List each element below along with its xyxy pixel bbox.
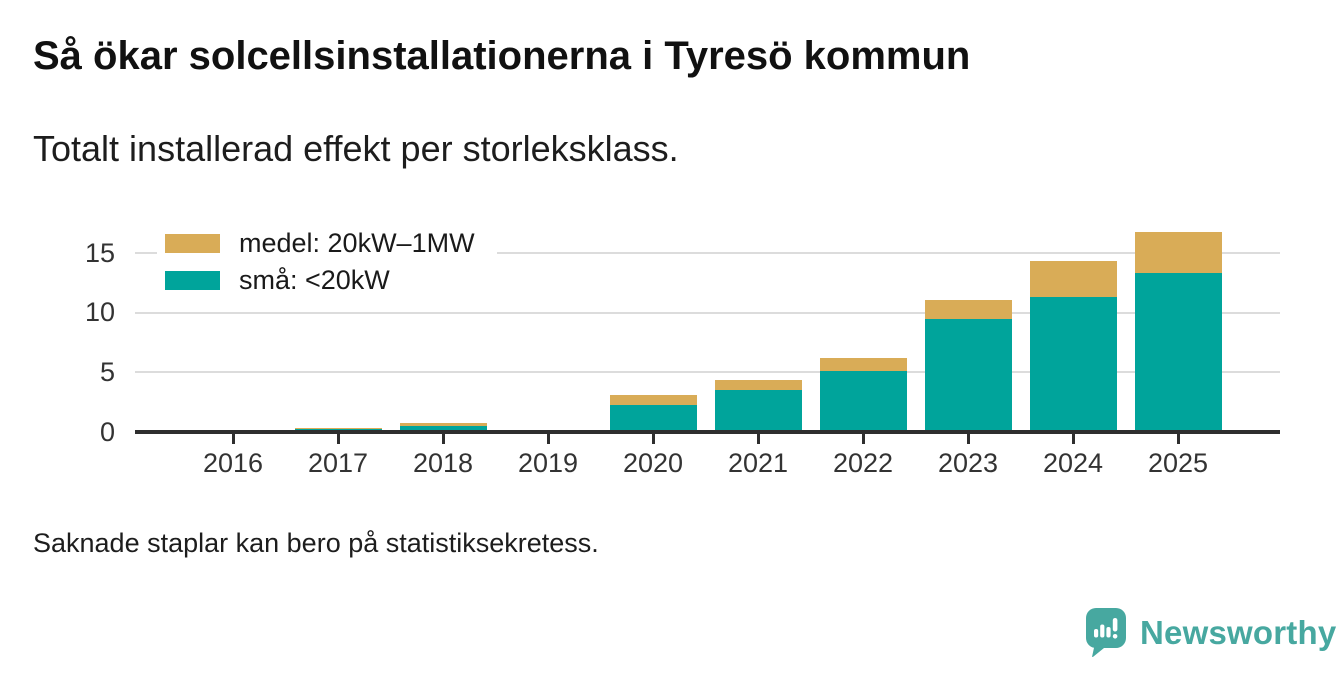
bar-2023-medel — [924, 299, 1012, 319]
x-tick-2017 — [336, 433, 340, 444]
x-tick-2016 — [231, 433, 235, 444]
bar-2020-sma — [609, 404, 697, 432]
gridline-y-5 — [135, 371, 1280, 374]
x-tick-2025 — [1176, 433, 1180, 444]
x-tick-label-2020: 2020 — [622, 448, 684, 478]
legend-item: små: <20kW — [165, 265, 475, 295]
newsworthy-logo-icon — [1086, 608, 1126, 657]
plot-area — [135, 215, 1280, 432]
bar-2022-medel — [819, 358, 907, 372]
x-tick-label-2016: 2016 — [202, 448, 264, 478]
chart-legend: medel: 20kW–1MW små: <20kW — [157, 224, 497, 302]
y-tick-label-5: 5 — [99, 356, 115, 387]
x-tick-label-2025: 2025 — [1147, 448, 1209, 478]
x-axis-line — [135, 430, 1280, 434]
gridline-y-10 — [135, 311, 1280, 314]
bar-2020-medel — [609, 395, 697, 405]
x-tick-2022 — [861, 433, 865, 444]
page-subtitle: Totalt installerad effekt per storlekskl… — [33, 128, 679, 169]
bar-2025-sma — [1134, 273, 1222, 432]
x-tick-2020 — [651, 433, 655, 444]
bar-2021-medel — [714, 379, 802, 391]
bar-2024-sma — [1029, 297, 1117, 432]
bar-2023-sma — [924, 318, 1012, 432]
bar-2017-medel — [294, 427, 382, 429]
x-tick-label-2021: 2021 — [727, 448, 789, 478]
bar-2018-medel — [399, 423, 487, 427]
x-tick-label-2019: 2019 — [517, 448, 579, 478]
newsworthy-logo: Newsworthy — [1086, 608, 1336, 657]
y-tick-label-0: 0 — [99, 416, 115, 447]
x-tick-label-2023: 2023 — [937, 448, 999, 478]
chart-note: Saknade staplar kan bero på statistiksek… — [33, 528, 599, 558]
legend-item: medel: 20kW–1MW — [165, 228, 475, 258]
x-tick-label-2018: 2018 — [412, 448, 474, 478]
x-tick-2023 — [966, 433, 970, 444]
bar-2021-sma — [714, 390, 802, 432]
y-tick-label-10: 10 — [84, 297, 115, 328]
x-tick-label-2024: 2024 — [1042, 448, 1104, 478]
legend-label: medel: 20kW–1MW — [239, 228, 475, 258]
bar-2022-sma — [819, 371, 907, 432]
gridline-y-15 — [135, 252, 1280, 255]
x-tick-label-2017: 2017 — [307, 448, 369, 478]
bar-2025-medel — [1134, 231, 1222, 274]
x-tick-2024 — [1071, 433, 1075, 444]
bar-2024-medel — [1029, 261, 1117, 298]
bar-2018-sma — [399, 426, 487, 432]
x-tick-label-2022: 2022 — [832, 448, 894, 478]
legend-label: små: <20kW — [239, 265, 390, 295]
brand-name: Newsworthy — [1140, 613, 1337, 651]
legend-swatch — [165, 271, 220, 290]
y-tick-label-15: 15 — [84, 237, 115, 268]
page-title: Så ökar solcellsinstallationerna i Tyres… — [33, 34, 971, 78]
x-tick-2019 — [546, 433, 550, 444]
legend-swatch — [165, 234, 220, 253]
x-tick-2021 — [756, 433, 760, 444]
x-tick-2018 — [441, 433, 445, 444]
